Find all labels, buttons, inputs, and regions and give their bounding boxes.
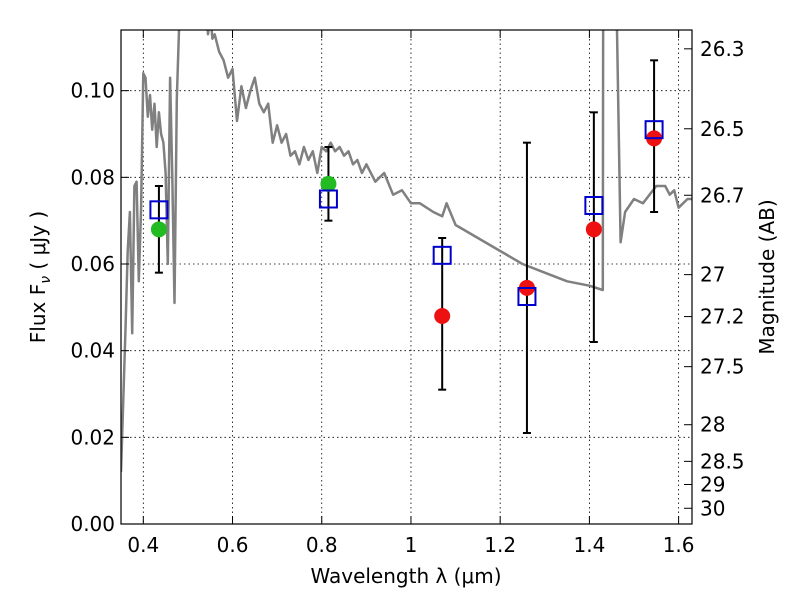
y-axis-left-title-unit: ( μJy )	[26, 211, 50, 276]
right-tick-label: 30	[700, 496, 725, 520]
model-spectrum-line	[121, 30, 692, 473]
x-tick-label: 0.4	[127, 533, 159, 557]
y-tick-label: 0.04	[70, 339, 115, 363]
model-point-square	[318, 189, 338, 209]
model-point-square	[584, 196, 604, 215]
y-axis-right-title: Magnitude (AB)	[755, 199, 779, 354]
right-tick-label: 26.3	[700, 37, 745, 61]
x-tick-label: 1.4	[573, 533, 605, 557]
y-axis-left-title: Flux Fν ( μJy )	[26, 211, 54, 343]
y-tick-label: 0.10	[70, 79, 115, 103]
right-tick-label: 26.7	[700, 183, 745, 207]
y-axis-left-title-sub: ν	[38, 276, 54, 284]
right-tick-label: 27	[700, 263, 725, 287]
x-tick-label: 0.8	[306, 533, 338, 557]
right-tick-label: 28	[700, 413, 725, 437]
model-point-square	[644, 120, 664, 140]
right-tick-label: 29	[700, 472, 725, 496]
plot-frame	[120, 29, 693, 525]
x-axis-title: Wavelength λ (μm)	[310, 564, 501, 588]
x-axis: 0.4 0.6 0.8 1 1.2 1.4 1.6	[127, 30, 695, 557]
right-tick-label: 28.5	[700, 449, 745, 473]
data-point-circle	[434, 308, 451, 324]
model-point-square	[517, 287, 537, 306]
right-tick-label: 27.5	[700, 355, 745, 379]
plot-area	[121, 30, 692, 473]
right-tick-label: 26.5	[700, 117, 745, 141]
y-tick-label: 0.08	[70, 165, 115, 189]
model-point-square	[149, 200, 169, 220]
data-point-circle	[585, 221, 602, 238]
y-tick-label: 0.06	[70, 252, 115, 276]
x-tick-label: 1.2	[484, 533, 516, 557]
x-tick-label: 1.6	[663, 533, 695, 557]
y-tick-label: 0.02	[70, 425, 115, 449]
data-point-circle	[150, 221, 167, 238]
y-axis-left-title-main: Flux F	[26, 284, 50, 343]
model-point-square	[432, 245, 452, 265]
x-tick-label: 1	[405, 533, 418, 557]
y-tick-label: 0.00	[70, 512, 115, 536]
grid-lines	[121, 30, 692, 525]
data-point-circle	[320, 175, 337, 192]
y-axis-left: 0.00 0.02 0.04 0.06 0.08 0.10	[70, 79, 129, 536]
x-tick-label: 0.6	[217, 533, 249, 557]
right-tick-label: 27.2	[700, 305, 745, 329]
